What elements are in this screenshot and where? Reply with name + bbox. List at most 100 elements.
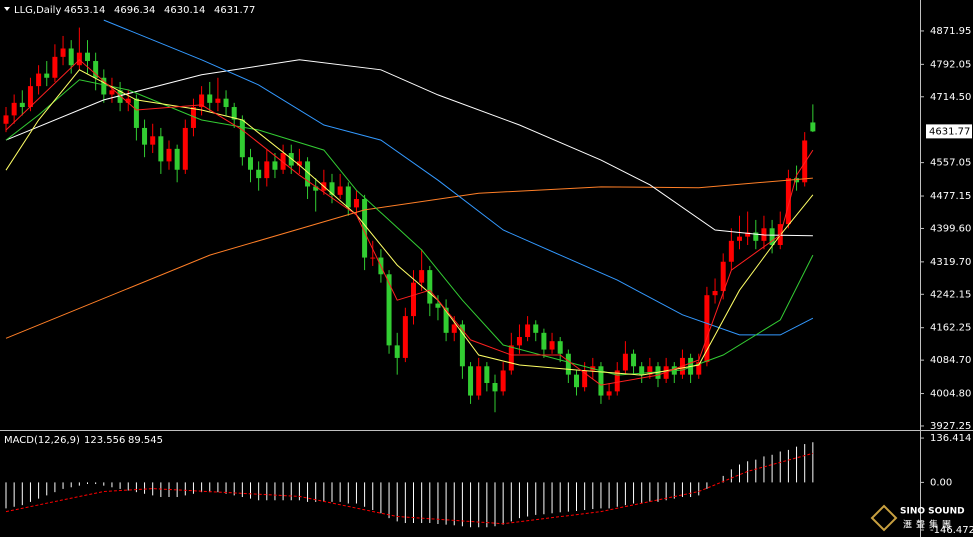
candle-body [231, 107, 237, 120]
candle-body [794, 178, 800, 183]
moving-average [5, 69, 814, 376]
candle-body [239, 119, 245, 158]
candle-body [614, 370, 620, 392]
candle-body [174, 148, 180, 170]
candle-body [353, 199, 359, 208]
candle-body [411, 282, 416, 317]
candle-body [11, 102, 17, 116]
candle-body [52, 56, 58, 78]
y-tick-label: 4477.15 [930, 191, 971, 202]
candle-body [199, 94, 205, 108]
candle-body [207, 94, 213, 103]
moving-average [5, 59, 813, 237]
signal-value: 89.545 [128, 435, 163, 446]
candle-body [785, 178, 791, 225]
close-value: 4631.77 [214, 5, 255, 16]
moving-average [5, 59, 814, 386]
candle-body [215, 98, 221, 103]
low-value: 4630.14 [164, 5, 205, 16]
candle-body [85, 52, 90, 62]
candle-body [622, 353, 628, 371]
candle-body [769, 228, 775, 246]
y-tick-label: 0.00 [930, 477, 952, 488]
candle-body [166, 148, 172, 162]
candle-body [606, 391, 612, 396]
candle-body [468, 366, 474, 396]
candle-body [60, 48, 66, 57]
candle-body [451, 324, 457, 333]
candle-body [109, 90, 115, 95]
candle-body [737, 236, 742, 241]
current-price-box [926, 124, 972, 139]
candle-body [500, 370, 506, 392]
candle-body [248, 157, 253, 170]
candle-body [223, 98, 229, 108]
dropdown-icon[interactable] [4, 7, 10, 11]
candle-body [3, 115, 9, 124]
candle-body [533, 324, 539, 333]
y-tick-label: 4162.25 [930, 323, 971, 334]
candle-body [256, 169, 262, 179]
candle-body [639, 366, 645, 375]
candle-body [370, 257, 376, 259]
candle-body [101, 77, 107, 95]
candle-body [598, 366, 604, 396]
high-value: 4696.34 [114, 5, 155, 16]
y-tick-label: 4084.70 [930, 355, 971, 366]
y-tick-label: 3927.25 [930, 421, 971, 432]
candle-body [142, 127, 148, 145]
candle-body [329, 182, 335, 195]
y-tick-label: 136.414 [930, 433, 971, 444]
y-tick-label: 4319.70 [930, 257, 971, 268]
candle-body [280, 153, 286, 170]
candle-body [753, 232, 759, 241]
candle-body [647, 366, 653, 375]
candle-body [720, 261, 726, 292]
candle-body [631, 353, 637, 367]
candle-body [541, 332, 547, 350]
y-tick-label: 4871.95 [930, 26, 971, 37]
candle-body [19, 102, 25, 108]
candle-body [712, 291, 718, 296]
open-value: 4653.14 [64, 5, 105, 16]
candle-body [728, 240, 734, 262]
candle-body [802, 140, 808, 183]
candle-body [565, 353, 571, 375]
candle-body [427, 270, 433, 304]
candle-body [288, 153, 294, 166]
candle-body [745, 232, 751, 237]
candle-body [484, 366, 490, 384]
logo: SINO SOUND 滙聲集團 [870, 504, 965, 532]
candle-body [125, 98, 131, 103]
candle-body [182, 127, 188, 170]
candle-body [68, 48, 74, 66]
candle-body [93, 61, 99, 78]
candle-body [305, 161, 311, 187]
candle-body [492, 383, 498, 392]
symbol-title: LLG,Daily [14, 5, 61, 16]
candle-body [704, 295, 710, 363]
candle-body [150, 136, 156, 145]
y-tick-label: 4242.15 [930, 289, 971, 300]
y-tick-label: -146.472 [930, 525, 973, 536]
candle-body [133, 98, 139, 128]
candle-body [264, 161, 270, 179]
current-price-label: 4631.77 [929, 126, 970, 137]
candle-body [117, 90, 123, 103]
candle-body [345, 186, 351, 208]
moving-average [5, 177, 813, 339]
candle-body [419, 270, 425, 283]
candle-body [557, 341, 563, 354]
signal-line [5, 452, 814, 525]
candle-body [36, 73, 42, 87]
candle-body [516, 337, 522, 346]
y-tick-label: 4792.05 [930, 59, 971, 70]
candle-body [272, 161, 278, 170]
logo-subtitle: 滙聲集團 [903, 519, 955, 531]
candle-body [190, 107, 196, 128]
candle-body [508, 345, 514, 371]
y-tick-label: 4399.60 [930, 223, 971, 234]
